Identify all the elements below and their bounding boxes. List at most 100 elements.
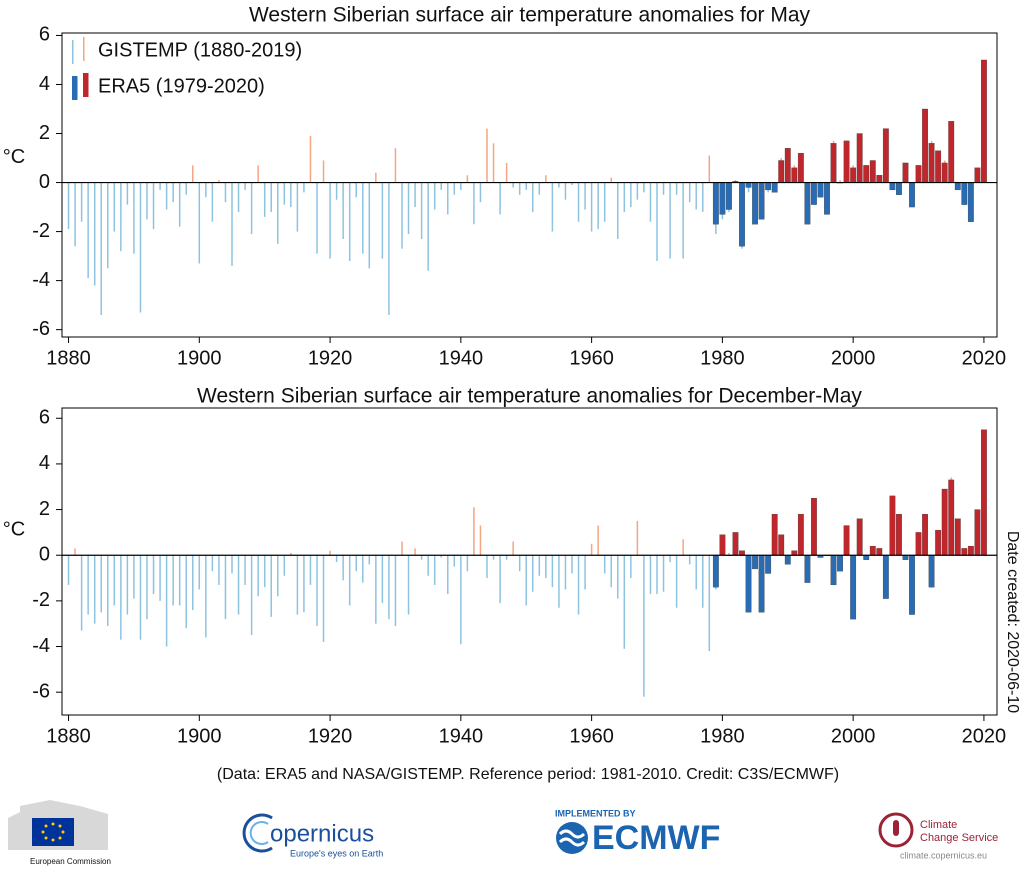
x-tick-label: 2020 — [962, 347, 1007, 369]
bar — [466, 175, 469, 183]
bar — [100, 555, 102, 613]
y-tick-label: 2 — [39, 122, 50, 144]
bar — [617, 555, 619, 599]
bar — [388, 555, 390, 620]
bar — [876, 175, 883, 183]
c3s-url: climate.copernicus.eu — [900, 850, 987, 860]
bar — [935, 150, 942, 183]
legend-label: GISTEMP (1880-2019) — [98, 39, 302, 61]
bar — [420, 555, 423, 560]
bar — [584, 555, 586, 590]
bar — [362, 555, 364, 583]
bar — [329, 550, 331, 556]
x-tick-label: 1940 — [439, 725, 484, 747]
bar — [702, 182, 704, 212]
bar — [205, 182, 207, 198]
bar — [577, 182, 580, 222]
bar — [896, 182, 902, 195]
y-axis-label: °C — [3, 146, 25, 168]
bar — [152, 182, 155, 230]
bar — [863, 555, 870, 560]
bar — [525, 182, 527, 190]
bar — [126, 182, 129, 205]
bar — [902, 555, 909, 560]
bar — [726, 182, 732, 210]
bar — [479, 525, 482, 556]
bar — [636, 182, 639, 200]
bar — [708, 155, 711, 183]
bar — [882, 555, 889, 599]
x-tick-label: 1980 — [700, 347, 745, 369]
bar — [93, 182, 96, 286]
bar — [185, 555, 187, 629]
bar — [732, 532, 739, 556]
bar — [630, 555, 632, 579]
bar — [695, 182, 697, 210]
bar — [87, 555, 89, 615]
bar — [172, 182, 174, 203]
bar — [954, 182, 961, 191]
y-tick-label: 6 — [39, 407, 50, 429]
bar — [479, 182, 482, 203]
bar — [205, 555, 207, 638]
bar — [909, 182, 915, 208]
bar — [623, 182, 626, 212]
bar — [745, 182, 752, 188]
bar — [778, 160, 785, 183]
x-tick-label: 1900 — [177, 347, 222, 369]
legend-swatch — [83, 37, 85, 61]
bar — [876, 548, 883, 556]
bar — [967, 182, 974, 222]
y-tick-label: -4 — [32, 269, 50, 291]
bar — [67, 182, 70, 230]
bar — [545, 175, 547, 183]
bar — [250, 182, 253, 235]
y-tick-label: -2 — [32, 589, 50, 611]
bar — [348, 555, 351, 606]
bar — [719, 534, 726, 556]
copernicus-tagline: Europe's eyes on Earth — [290, 848, 383, 858]
bar — [935, 529, 942, 556]
bar — [107, 182, 109, 269]
bar — [610, 555, 612, 588]
y-tick-label: -2 — [32, 220, 50, 242]
bar — [74, 548, 76, 556]
bar — [649, 555, 652, 595]
bar — [617, 182, 619, 239]
bar — [797, 513, 804, 556]
bar — [675, 182, 678, 195]
bar — [460, 555, 462, 645]
bar — [250, 555, 253, 636]
bar — [551, 555, 554, 588]
bar — [309, 135, 312, 183]
bar — [381, 182, 384, 259]
legend-swatch — [83, 73, 89, 97]
bar — [505, 555, 508, 560]
bar — [368, 555, 371, 565]
bar — [368, 182, 371, 269]
bar — [545, 555, 547, 579]
bar — [218, 180, 220, 183]
y-axis-label: °C — [3, 519, 25, 541]
bar — [277, 555, 279, 597]
x-tick-label: 1960 — [569, 347, 614, 369]
bar — [505, 162, 508, 183]
bar — [824, 182, 830, 215]
bar — [830, 555, 837, 586]
bar — [739, 550, 745, 556]
bar — [669, 182, 671, 259]
bar — [981, 59, 987, 183]
bar — [433, 555, 436, 585]
bar — [427, 555, 429, 576]
bar — [719, 182, 726, 215]
bar — [375, 172, 377, 183]
bar — [296, 182, 299, 232]
bar — [688, 555, 691, 565]
bar — [440, 182, 442, 190]
bar — [486, 128, 488, 183]
bar — [165, 555, 168, 647]
bar — [355, 182, 357, 198]
y-tick-label: 0 — [39, 544, 50, 566]
bar — [712, 182, 719, 225]
